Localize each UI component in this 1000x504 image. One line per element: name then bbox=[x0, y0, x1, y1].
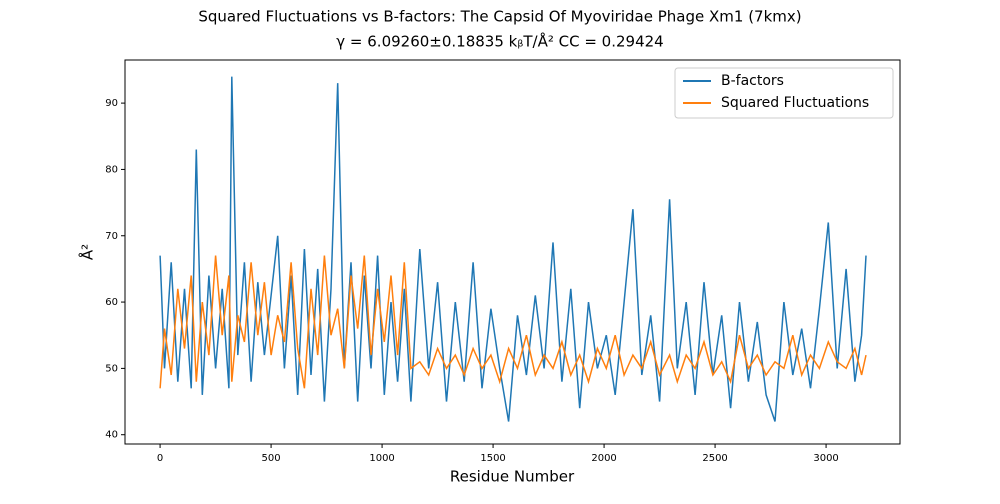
x-tick-label: 2000 bbox=[591, 453, 616, 464]
y-tick-label: 50 bbox=[105, 363, 118, 374]
chart-title: Squared Fluctuations vs B-factors: The C… bbox=[198, 8, 801, 26]
x-tick-label: 0 bbox=[157, 453, 163, 464]
y-tick-label: 70 bbox=[105, 231, 118, 242]
legend-label: B-factors bbox=[721, 73, 784, 89]
legend-box bbox=[674, 67, 894, 119]
x-tick-label: 2500 bbox=[702, 453, 727, 464]
chart-subtitle: γ = 6.09260±0.18835 kᵦT/Å² CC = 0.29424 bbox=[336, 32, 663, 51]
x-tick-label: 500 bbox=[262, 453, 281, 464]
y-tick-label: 80 bbox=[105, 164, 118, 175]
plot-frame bbox=[124, 59, 901, 445]
y-tick-label: 90 bbox=[105, 98, 118, 109]
data-line bbox=[159, 255, 867, 389]
x-axis-label: Residue Number bbox=[450, 468, 575, 486]
y-axis-label: Å² bbox=[78, 244, 97, 260]
data-line bbox=[159, 76, 867, 422]
x-tick-label: 1500 bbox=[480, 453, 505, 464]
y-tick-label: 60 bbox=[105, 297, 118, 308]
x-tick-label: 1000 bbox=[369, 453, 394, 464]
legend-label: Squared Fluctuations bbox=[721, 95, 869, 111]
y-tick-label: 40 bbox=[105, 430, 118, 441]
x-tick-label: 3000 bbox=[813, 453, 838, 464]
